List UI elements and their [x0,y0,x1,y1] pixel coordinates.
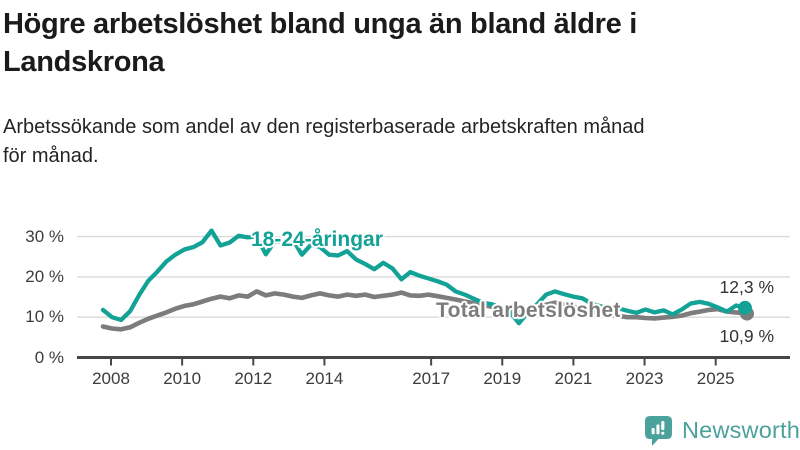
newsworthy-icon [645,416,672,446]
unemployment-line-chart: 30 % 20 % 10 % 0 % 2008 2010 2012 2014 2017 2019 2… [0,195,800,405]
newsworthy-wordmark: Newsworthy [682,417,800,443]
page-title-line-2: Landskrona [3,46,165,78]
series-line-youth [100,228,748,326]
chart-plot-area [77,228,790,366]
x-axis-tick-label: 2012 [234,368,273,388]
x-axis-tick-label: 2010 [163,368,202,388]
series-label-youth: 18-24-åringar [251,228,383,251]
page-subtitle: Arbetssökande som andel av den registerb… [3,113,783,171]
x-axis-tick-label: 2025 [696,368,735,388]
page-title: Högre arbetslöshet bland unga än bland ä… [3,5,723,81]
end-dot-youth [738,300,752,315]
newsworthy-logo: Newsworthy [643,414,800,447]
y-axis-tick-label: 20 % [25,266,64,286]
x-axis-tick-label: 2017 [412,368,451,388]
y-axis-tick-label: 0 % [34,347,64,367]
x-axis-tick-label: 2014 [305,368,344,388]
end-value-youth: 12,3 % [719,277,774,297]
x-axis-tick-label: 2021 [554,368,593,388]
x-axis-tick-label: 2008 [92,368,130,388]
x-axis-tick-label: 2023 [625,368,664,388]
series-label-total: Total arbetslöshet [436,299,621,322]
x-axis-tick-label: 2019 [483,368,522,388]
series-line-total [100,289,748,332]
page-subtitle-line-2: för månad. [3,145,99,167]
y-axis-tick-label: 30 % [25,226,64,246]
end-value-total: 10,9 % [719,326,774,346]
y-axis-tick-label: 10 % [25,307,64,327]
page-title-line-1: Högre arbetslöshet bland unga än bland ä… [3,8,637,40]
page-subtitle-line-1: Arbetssökande som andel av den registerb… [3,116,645,138]
